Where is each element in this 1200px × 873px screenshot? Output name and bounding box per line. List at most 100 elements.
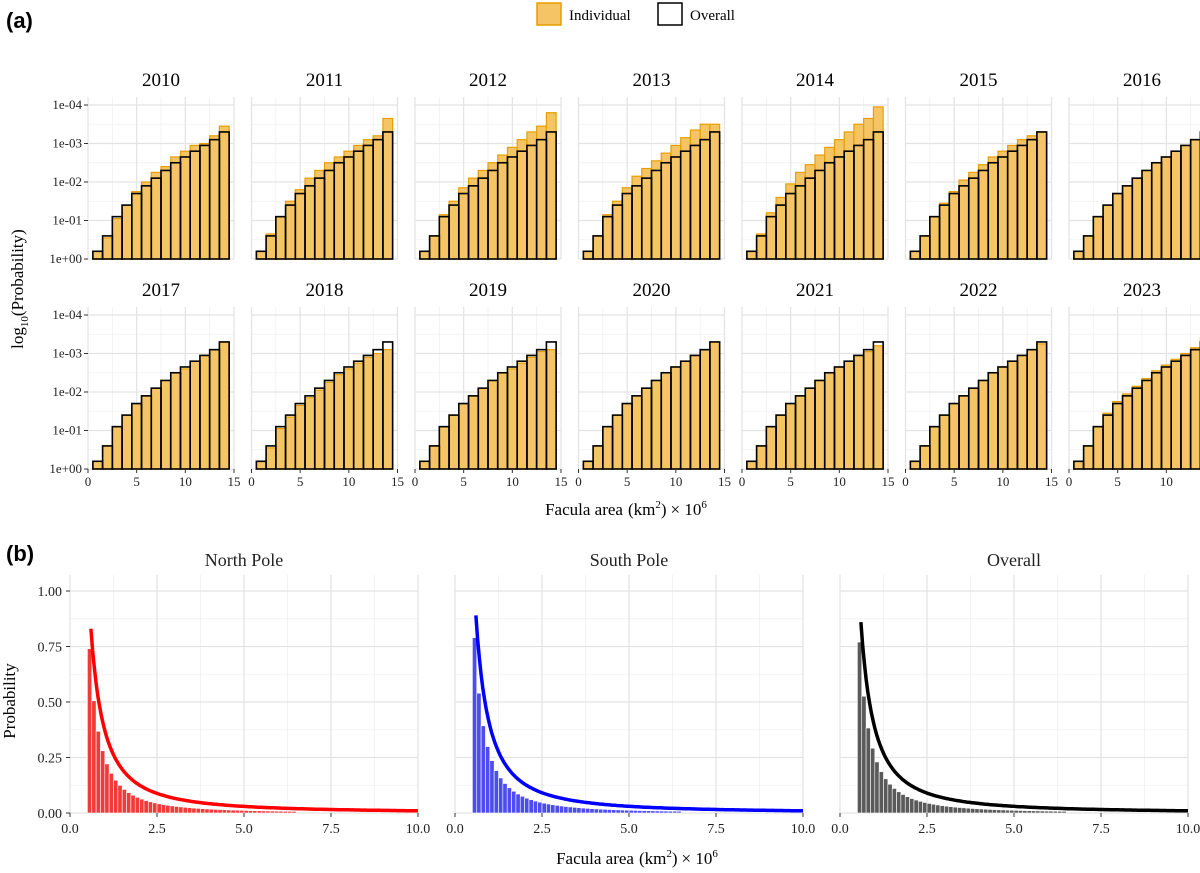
individual-bar <box>1102 412 1114 470</box>
individual-bar <box>101 445 113 470</box>
histogram-bar <box>1013 810 1019 814</box>
histogram-bar <box>226 809 232 814</box>
individual-bar <box>121 204 133 260</box>
individual-bar <box>755 445 767 470</box>
panel-b-ylabel: Probability <box>0 663 19 739</box>
individual-bar <box>255 460 267 470</box>
histogram-bar <box>987 809 993 814</box>
individual-bar <box>602 214 614 260</box>
individual-bar <box>160 379 172 470</box>
individual-bar <box>977 379 989 470</box>
individual-bar <box>680 360 692 470</box>
facet-2020: 2020 0 5 10 15 <box>575 280 731 489</box>
individual-bar <box>853 123 865 260</box>
x-tick-label: 5 <box>624 474 631 489</box>
individual-bar <box>1180 352 1192 470</box>
histogram-bar <box>243 810 249 814</box>
panel-a-label: (a) <box>6 8 33 33</box>
x-tick-label: 10 <box>1160 474 1173 489</box>
facet-title-2011: 2011 <box>306 70 343 91</box>
facet-title-2010: 2010 <box>142 70 180 91</box>
x-tick-label: 0 <box>575 474 582 489</box>
individual-bar <box>611 414 623 470</box>
panel-b-xlabel: Facula area (km2) × 106 <box>556 848 718 868</box>
histogram-bar <box>1061 811 1067 814</box>
x-tick-label: 15 <box>718 474 731 489</box>
histogram-bar <box>1009 809 1015 814</box>
individual-bar <box>670 144 682 260</box>
individual-bar <box>284 200 296 260</box>
histogram-bar <box>593 808 599 814</box>
individual-bar <box>150 171 162 260</box>
overall-bar <box>218 131 230 260</box>
individual-bar <box>582 460 594 470</box>
facet-south-pole: South Pole 0.0 2.5 5.0 7.5 10.0 <box>446 550 815 837</box>
individual-bar <box>419 460 431 470</box>
histogram-bar <box>134 797 140 814</box>
individual-bar <box>497 372 509 470</box>
individual-bar <box>314 389 326 470</box>
x-tick-label: 5 <box>133 474 140 489</box>
individual-bar <box>429 445 440 470</box>
individual-bar <box>1007 144 1019 260</box>
histogram-bar <box>524 797 530 814</box>
individual-bar <box>150 387 162 470</box>
individual-bar <box>526 131 538 260</box>
individual-bar <box>987 156 999 260</box>
histogram-bar <box>611 809 617 814</box>
x-tick-label: 5.0 <box>1005 822 1023 837</box>
individual-bar <box>323 162 335 260</box>
histogram-bar <box>489 760 495 814</box>
x-tick-label: 10 <box>342 474 355 489</box>
histogram-bar <box>472 637 478 814</box>
histogram-bar <box>493 770 499 814</box>
individual-bar <box>794 395 806 470</box>
histogram-bar <box>265 810 271 814</box>
individual-bar <box>536 350 548 470</box>
individual-bar <box>353 144 365 260</box>
histogram-bar <box>126 792 132 814</box>
histogram-bar <box>615 809 621 814</box>
individual-bar <box>948 402 960 470</box>
individual-bar <box>814 379 826 470</box>
histogram-bar <box>187 807 193 814</box>
individual-bar <box>709 341 721 470</box>
individual-bar <box>111 426 123 470</box>
individual-bar <box>641 387 653 470</box>
individual-bar <box>919 235 931 260</box>
facet-2023: 2023051015 <box>1066 280 1200 489</box>
individual-bar <box>1073 460 1085 470</box>
x-tick-label: 10.0 <box>406 822 431 837</box>
histogram-bar <box>563 806 569 814</box>
individual-bar <box>1036 343 1048 470</box>
histogram-bar <box>641 810 647 814</box>
histogram-bar <box>174 806 180 814</box>
histogram-bar <box>983 808 989 814</box>
histogram-bar <box>1000 809 1006 814</box>
facet-2018: 2018 0 5 10 15 <box>248 280 404 489</box>
individual-bar <box>382 349 394 470</box>
individual-bar <box>1151 370 1163 470</box>
histogram-bar <box>659 810 665 814</box>
histogram-bar <box>204 808 210 814</box>
individual-bar <box>611 200 623 260</box>
histogram-bar <box>1035 810 1041 814</box>
overall-bar <box>709 341 721 470</box>
individual-bar <box>919 445 931 470</box>
individual-bar <box>179 368 191 470</box>
individual-bar <box>997 150 1009 260</box>
x-tick-label: 10 <box>179 474 192 489</box>
individual-bar <box>92 250 104 260</box>
histogram-bar <box>580 807 586 814</box>
facet-overall: Overall 0.0 2.5 5.0 7.5 10.0 <box>831 550 1200 837</box>
individual-bar <box>775 414 787 470</box>
individual-bar <box>872 345 884 470</box>
histogram-bar <box>857 641 863 814</box>
individual-bar <box>582 250 594 260</box>
x-tick-label: 5 <box>787 474 794 489</box>
individual-bar <box>526 356 538 470</box>
facet-title-2021: 2021 <box>796 280 834 301</box>
x-tick-label: 0 <box>902 474 909 489</box>
x-tick-label: 5 <box>1114 474 1121 489</box>
facet-2017: 2017 1e+00 1e-01 1e-02 1e-03 1e-04 0 5 10 15 <box>49 280 240 489</box>
